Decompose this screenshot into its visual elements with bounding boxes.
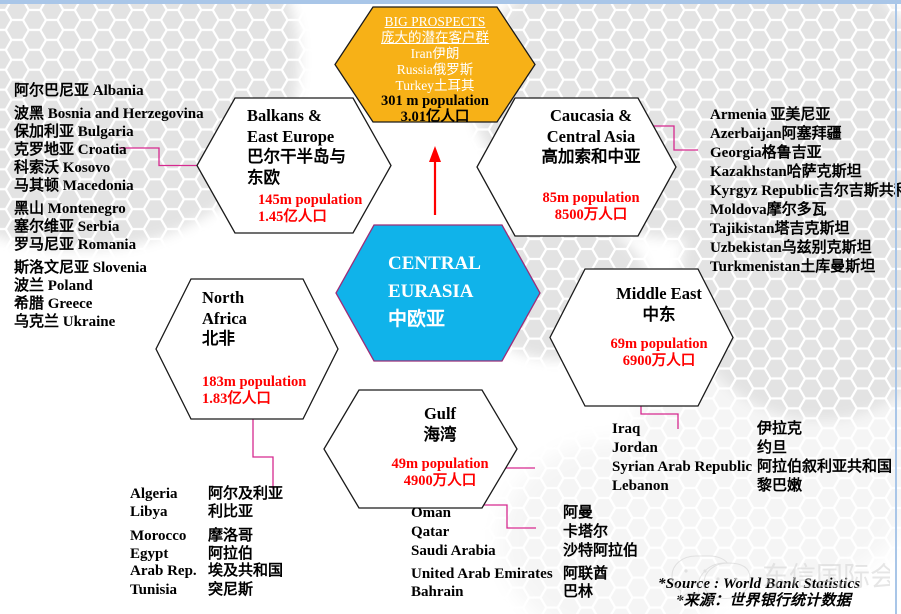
svg-text:东信国际会展: 东信国际会展 xyxy=(762,562,890,592)
